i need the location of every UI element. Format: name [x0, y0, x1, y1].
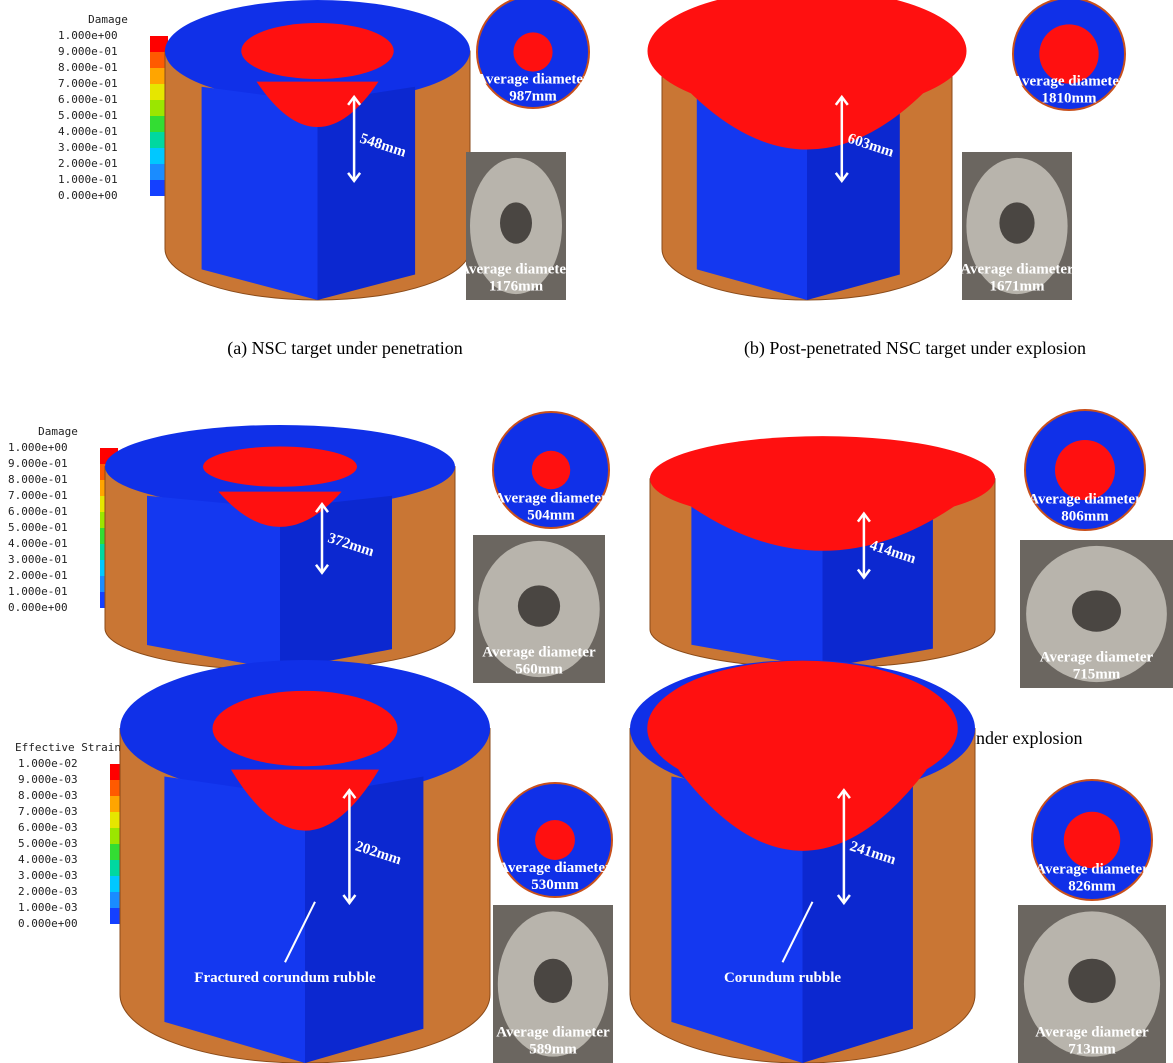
legend-label: 3.000e-01: [58, 141, 118, 154]
legend-label: 0.000e+00: [58, 189, 118, 202]
photo-label: Average diameter: [1035, 1024, 1149, 1040]
top-view-label: Average diameter: [1028, 491, 1142, 507]
top-view-value: 987mm: [509, 88, 557, 104]
legend-label: 1.000e-01: [58, 173, 118, 186]
photo-label: Average diameter: [482, 644, 596, 660]
legend-label: 0.000e+00: [18, 917, 78, 930]
top-view-label: Average diameter: [494, 490, 608, 506]
top-view-label: Average diameter: [498, 860, 612, 876]
legend-label: 9.000e-01: [58, 45, 118, 58]
legend-label: 4.000e-01: [8, 537, 68, 550]
cylinder-view: 603mm: [648, 0, 967, 300]
top-view-crater: [532, 451, 571, 490]
legend-label: 8.000e-01: [8, 473, 68, 486]
panel-caption: (a) NSC target under penetration: [227, 338, 463, 359]
photo-crater: [518, 585, 560, 626]
top-view-label: Average diameter: [1012, 73, 1126, 89]
rubble-label: Fractured corundum rubble: [194, 970, 376, 986]
photo-crater: [534, 959, 572, 1003]
legend-label: 7.000e-01: [8, 489, 68, 502]
legend-label: 2.000e-03: [18, 885, 78, 898]
top-view-label: Average diameter: [1035, 861, 1149, 877]
legend-label: 4.000e-03: [18, 853, 78, 866]
legend-label: 1.000e+00: [8, 441, 68, 454]
top-view-value: 504mm: [527, 507, 575, 523]
top-view-value: 1810mm: [1042, 90, 1097, 106]
top-view-value: 530mm: [531, 877, 579, 893]
damage-zone-top: [213, 691, 398, 766]
legend-label: 5.000e-01: [8, 521, 68, 534]
cylinder-view: 241mmCorundum rubble: [630, 660, 975, 1063]
legend-label: 6.000e-03: [18, 821, 78, 834]
legend-label: 8.000e-01: [58, 61, 118, 74]
photo-crater: [500, 202, 532, 243]
legend-title: Damage: [88, 13, 128, 26]
photo-label: Average diameter: [496, 1024, 610, 1040]
legend-label: 8.000e-03: [18, 789, 78, 802]
legend-label: 6.000e-01: [8, 505, 68, 518]
legend-label: 9.000e-01: [8, 457, 68, 470]
legend-title: Effective Strain: [15, 741, 121, 754]
legend-label: 1.000e-01: [8, 585, 68, 598]
figure: Damage 1.000e+00 9.000e-01 8.000e-01 7.000e-…: [0, 0, 1173, 1063]
photo-label: Average diameter: [1040, 649, 1154, 665]
photo-value: 589mm: [529, 1041, 577, 1057]
top-view-label: Average diameter: [476, 71, 590, 87]
legend-label: 2.000e-01: [58, 157, 118, 170]
cylinder-view: 548mm: [165, 0, 470, 300]
damage-zone-top: [241, 23, 394, 79]
legend-label: 2.000e-01: [8, 569, 68, 582]
damage-zone-top: [203, 446, 357, 486]
panel-caption: (b) Post-penetrated NSC target under exp…: [744, 338, 1086, 359]
legend-label: 3.000e-01: [8, 553, 68, 566]
legend-label: 5.000e-01: [58, 109, 118, 122]
legend-label: 1.000e-02: [18, 757, 78, 770]
rubble-label: Corundum rubble: [724, 970, 841, 986]
top-view-value: 826mm: [1068, 878, 1116, 894]
legend-title: Damage: [38, 425, 78, 438]
photo-value: 713mm: [1068, 1041, 1116, 1057]
legend-label: 1.000e+00: [58, 29, 118, 42]
top-view-crater: [535, 820, 575, 860]
photo-value: 1176mm: [489, 278, 544, 294]
top-view-crater: [513, 32, 552, 71]
photo-value: 1671mm: [990, 278, 1045, 294]
cylinder-view: 202mmFractured corundum rubble: [120, 660, 490, 1063]
photo-crater: [999, 202, 1034, 243]
cylinder-view: 372mm: [105, 425, 455, 670]
legend-label: 6.000e-01: [58, 93, 118, 106]
photo-crater: [1068, 959, 1115, 1003]
photo-crater: [1072, 590, 1121, 631]
cylinder-view: 414mm: [650, 436, 995, 668]
top-view-value: 806mm: [1061, 508, 1109, 524]
legend-label: 5.000e-03: [18, 837, 78, 850]
legend-label: 7.000e-01: [58, 77, 118, 90]
legend-label: 4.000e-01: [58, 125, 118, 138]
photo-label: Average diameter: [459, 261, 573, 277]
photo-value: 715mm: [1073, 666, 1121, 682]
legend-label: 0.000e+00: [8, 601, 68, 614]
legend-label: 9.000e-03: [18, 773, 78, 786]
legend-label: 1.000e-03: [18, 901, 78, 914]
legend-label: 3.000e-03: [18, 869, 78, 882]
legend-label: 7.000e-03: [18, 805, 78, 818]
photo-label: Average diameter: [960, 261, 1074, 277]
top-view-crater: [1064, 812, 1120, 868]
photo-value: 560mm: [515, 661, 563, 677]
